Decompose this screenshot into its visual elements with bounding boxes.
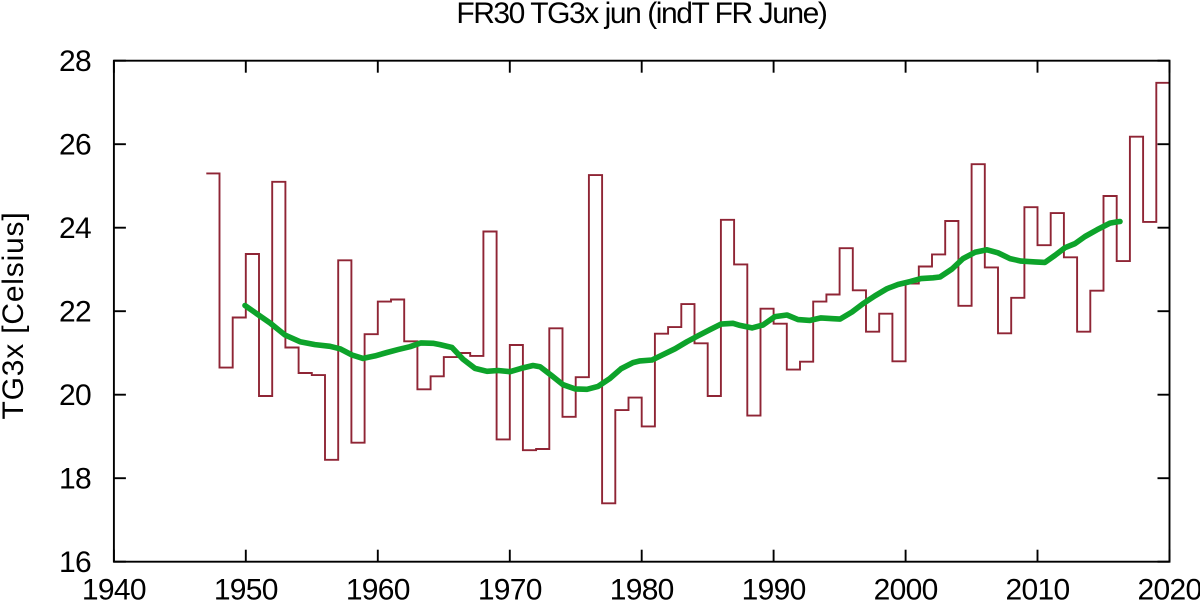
svg-text:1960: 1960	[346, 573, 410, 603]
svg-text:1950: 1950	[214, 573, 278, 603]
svg-text:2020: 2020	[1138, 573, 1200, 603]
svg-text:1990: 1990	[742, 573, 806, 603]
svg-text:22: 22	[59, 296, 91, 329]
svg-text:1980: 1980	[610, 573, 674, 603]
svg-text:1940: 1940	[82, 573, 146, 603]
svg-text:28: 28	[59, 45, 91, 78]
svg-text:16: 16	[59, 546, 91, 579]
svg-text:2000: 2000	[874, 573, 938, 603]
svg-text:FR30 TG3x jun (indT FR June): FR30 TG3x jun (indT FR June)	[456, 0, 827, 30]
svg-text:2010: 2010	[1006, 573, 1070, 603]
svg-text:18: 18	[59, 463, 91, 496]
svg-text:24: 24	[59, 212, 91, 245]
svg-text:26: 26	[59, 129, 91, 162]
svg-text:TG3x [Celsius]: TG3x [Celsius]	[0, 212, 30, 420]
svg-text:20: 20	[59, 379, 91, 412]
svg-text:1970: 1970	[478, 573, 542, 603]
